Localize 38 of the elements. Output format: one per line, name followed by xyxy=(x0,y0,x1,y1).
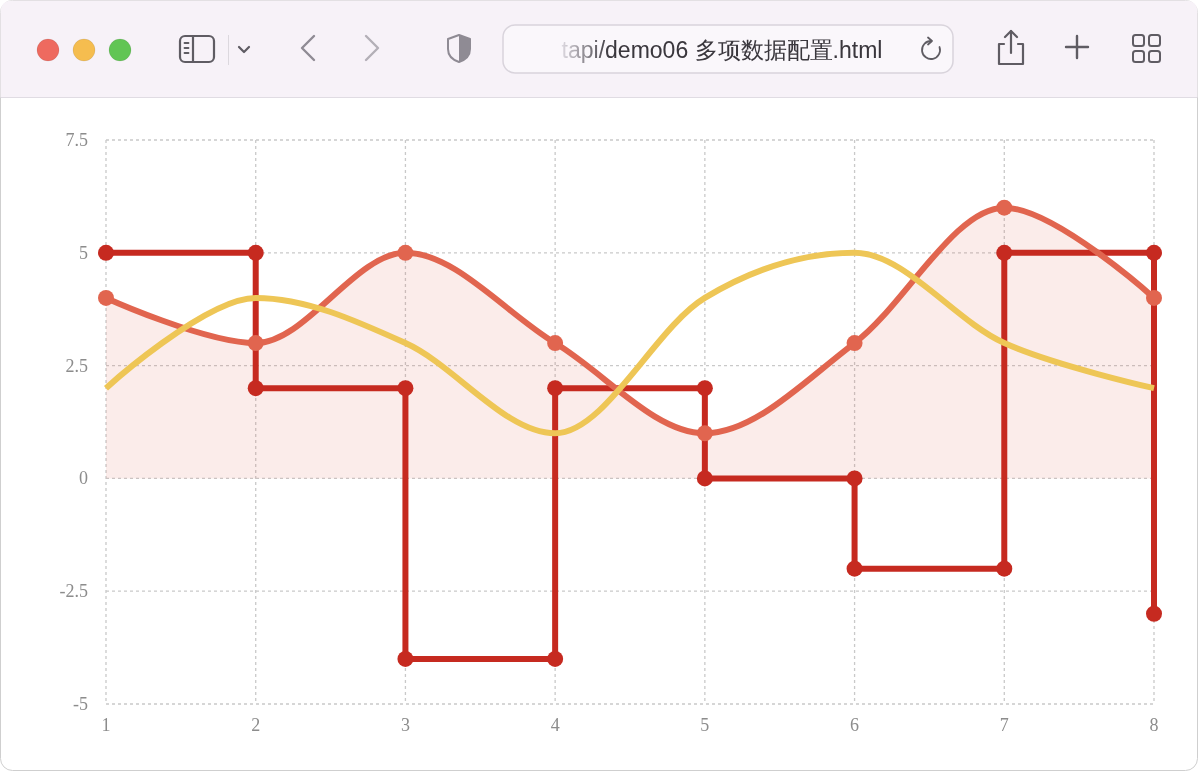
point xyxy=(996,560,1013,577)
point xyxy=(696,470,713,487)
x-tick-label: 7 xyxy=(999,715,1009,735)
point xyxy=(996,199,1013,216)
point xyxy=(547,335,564,352)
point xyxy=(98,244,114,261)
y-tick-label: 2.5 xyxy=(65,355,88,376)
point xyxy=(547,380,564,397)
point xyxy=(547,650,564,667)
x-tick-label: 8 xyxy=(1149,715,1159,735)
x-tick-label: 6 xyxy=(850,715,860,735)
x-tick-label: 3 xyxy=(400,715,410,735)
x-tick-label: 5 xyxy=(700,715,710,735)
point xyxy=(696,380,713,397)
y-tick-label: -5 xyxy=(73,694,88,714)
y-tick-label: 7.5 xyxy=(65,130,88,150)
x-tick-label: 1 xyxy=(101,715,111,735)
point xyxy=(247,244,264,261)
y-tick-label: 5 xyxy=(79,242,88,263)
x-tick-label: 2 xyxy=(251,715,261,735)
point xyxy=(696,425,713,442)
text: tapi/demo06 多项数据配置.html xyxy=(561,37,883,63)
point xyxy=(247,335,264,352)
point xyxy=(1146,605,1162,622)
point xyxy=(1146,289,1162,306)
y-tick-label: -2.5 xyxy=(59,581,88,602)
x-tick-label: 4 xyxy=(550,715,560,735)
point xyxy=(1146,244,1162,261)
point xyxy=(247,380,264,397)
point xyxy=(846,470,863,487)
point xyxy=(98,289,114,306)
point xyxy=(397,650,414,667)
y-tick-label: 0 xyxy=(79,468,88,489)
point xyxy=(846,560,863,577)
point xyxy=(397,244,414,261)
point xyxy=(397,380,414,397)
point xyxy=(846,335,863,352)
point xyxy=(996,244,1013,261)
